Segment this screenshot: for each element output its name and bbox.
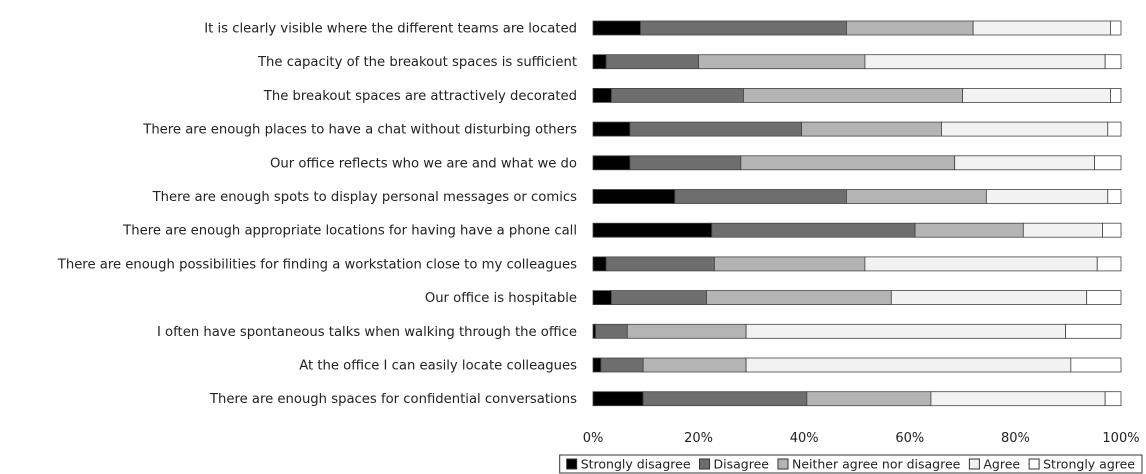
bar-segment xyxy=(1086,290,1122,306)
category-label: There are enough possibilities for findi… xyxy=(57,257,577,272)
bar-segment xyxy=(846,20,974,36)
bar-segment xyxy=(592,88,612,103)
legend-swatch xyxy=(1028,458,1040,470)
bar-segment xyxy=(745,357,1072,373)
legend-swatch xyxy=(566,458,578,470)
bar-segment xyxy=(1096,256,1122,272)
bar-segment xyxy=(611,88,744,103)
bar-segment xyxy=(954,155,1095,171)
bar-segment xyxy=(864,256,1098,272)
bar-segment xyxy=(985,189,1109,204)
bar-segment xyxy=(1094,155,1122,171)
bar-segment xyxy=(1110,88,1122,103)
bar-segment xyxy=(972,20,1111,36)
bar-segment xyxy=(740,155,956,171)
bar-segment xyxy=(642,391,808,407)
category-label: Our office is hospitable xyxy=(425,291,577,306)
x-axis-ticks: 0% 20% 40% 60% 80% 100% xyxy=(583,431,1140,446)
x-tick-label: 80% xyxy=(1001,431,1030,446)
bar-segment xyxy=(592,256,607,272)
legend-frame xyxy=(559,454,1143,474)
bar-segment xyxy=(629,121,802,137)
legend-label: Neither agree nor disagree xyxy=(792,457,961,472)
category-label: There are enough places to have a chat w… xyxy=(142,123,577,138)
bar-segment xyxy=(1102,222,1122,238)
category-label: I often have spontaneous talks when walk… xyxy=(157,325,577,340)
category-label: There are enough spaces for confidential… xyxy=(209,392,577,407)
bar-segment xyxy=(640,20,847,36)
bar-segment xyxy=(1110,20,1122,36)
bar-segment xyxy=(941,121,1109,137)
bar-segment xyxy=(1107,121,1122,137)
bar-segment xyxy=(605,256,715,272)
bar-segment xyxy=(600,357,644,373)
category-label: The capacity of the breakout spaces is s… xyxy=(257,55,577,70)
category-label: It is clearly visible where the differen… xyxy=(204,22,577,37)
bar-segment xyxy=(592,357,602,373)
legend-swatch xyxy=(968,458,980,470)
legend-label: Disagree xyxy=(714,457,770,472)
bar-segment xyxy=(890,290,1088,306)
x-tick-label: 40% xyxy=(790,431,819,446)
bar-segment xyxy=(592,290,612,306)
bar-segment xyxy=(745,323,1066,339)
legend-label: Strongly disagree xyxy=(581,457,691,472)
bar-segment xyxy=(626,323,747,339)
legend: Strongly disagree Disagree Neither agree n… xyxy=(559,454,1143,474)
bar-segment xyxy=(930,391,1106,407)
bar-segment xyxy=(592,20,641,36)
bar-segment xyxy=(1070,357,1122,373)
bar-segment xyxy=(698,54,866,70)
bar-segment xyxy=(864,54,1106,70)
bar-segment xyxy=(1065,323,1122,339)
bar-segment xyxy=(592,222,713,238)
bar-segment xyxy=(592,121,631,137)
x-tick-label: 0% xyxy=(583,431,604,446)
x-tick-label: 60% xyxy=(895,431,924,446)
x-tick-label: 20% xyxy=(684,431,713,446)
bar-segment xyxy=(674,189,847,204)
bar-segment xyxy=(1022,222,1103,238)
bar-segment xyxy=(801,121,942,137)
category-label: There are enough spots to display person… xyxy=(152,190,578,205)
bar-segment xyxy=(846,189,987,204)
bar-segment xyxy=(642,357,747,373)
bar-segment xyxy=(743,88,963,103)
legend-label: Agree xyxy=(983,457,1020,472)
legend-label: Strongly agree xyxy=(1043,457,1135,472)
bar-segment xyxy=(914,222,1024,238)
bar-segment xyxy=(592,189,676,204)
category-labels: It is clearly visible where the differen… xyxy=(57,22,577,408)
bar-segment xyxy=(592,54,607,70)
bar-segment xyxy=(592,391,644,407)
category-label: Our office reflects who we are and what … xyxy=(270,156,577,171)
x-tick-label: 100% xyxy=(1102,431,1139,446)
bar-segment xyxy=(962,88,1111,103)
bar-segment xyxy=(629,155,742,171)
bar-segment xyxy=(595,323,628,339)
legend-swatch xyxy=(699,458,711,470)
bar-segment xyxy=(706,290,892,306)
legend-swatch xyxy=(777,458,789,470)
bar-segment xyxy=(611,290,707,306)
bar-segment xyxy=(1104,391,1122,407)
category-label: At the office I can easily locate collea… xyxy=(299,359,577,374)
bar-segment xyxy=(1107,189,1122,204)
category-label: There are enough appropriate locations f… xyxy=(122,224,577,239)
bar-segment xyxy=(806,391,932,407)
bars xyxy=(592,20,1122,407)
bar-segment xyxy=(605,54,700,70)
category-label: The breakout spaces are attractively dec… xyxy=(263,89,577,104)
bar-segment xyxy=(714,256,866,272)
bar-segment xyxy=(711,222,916,238)
bar-segment xyxy=(592,155,631,171)
bar-segment xyxy=(1104,54,1122,70)
